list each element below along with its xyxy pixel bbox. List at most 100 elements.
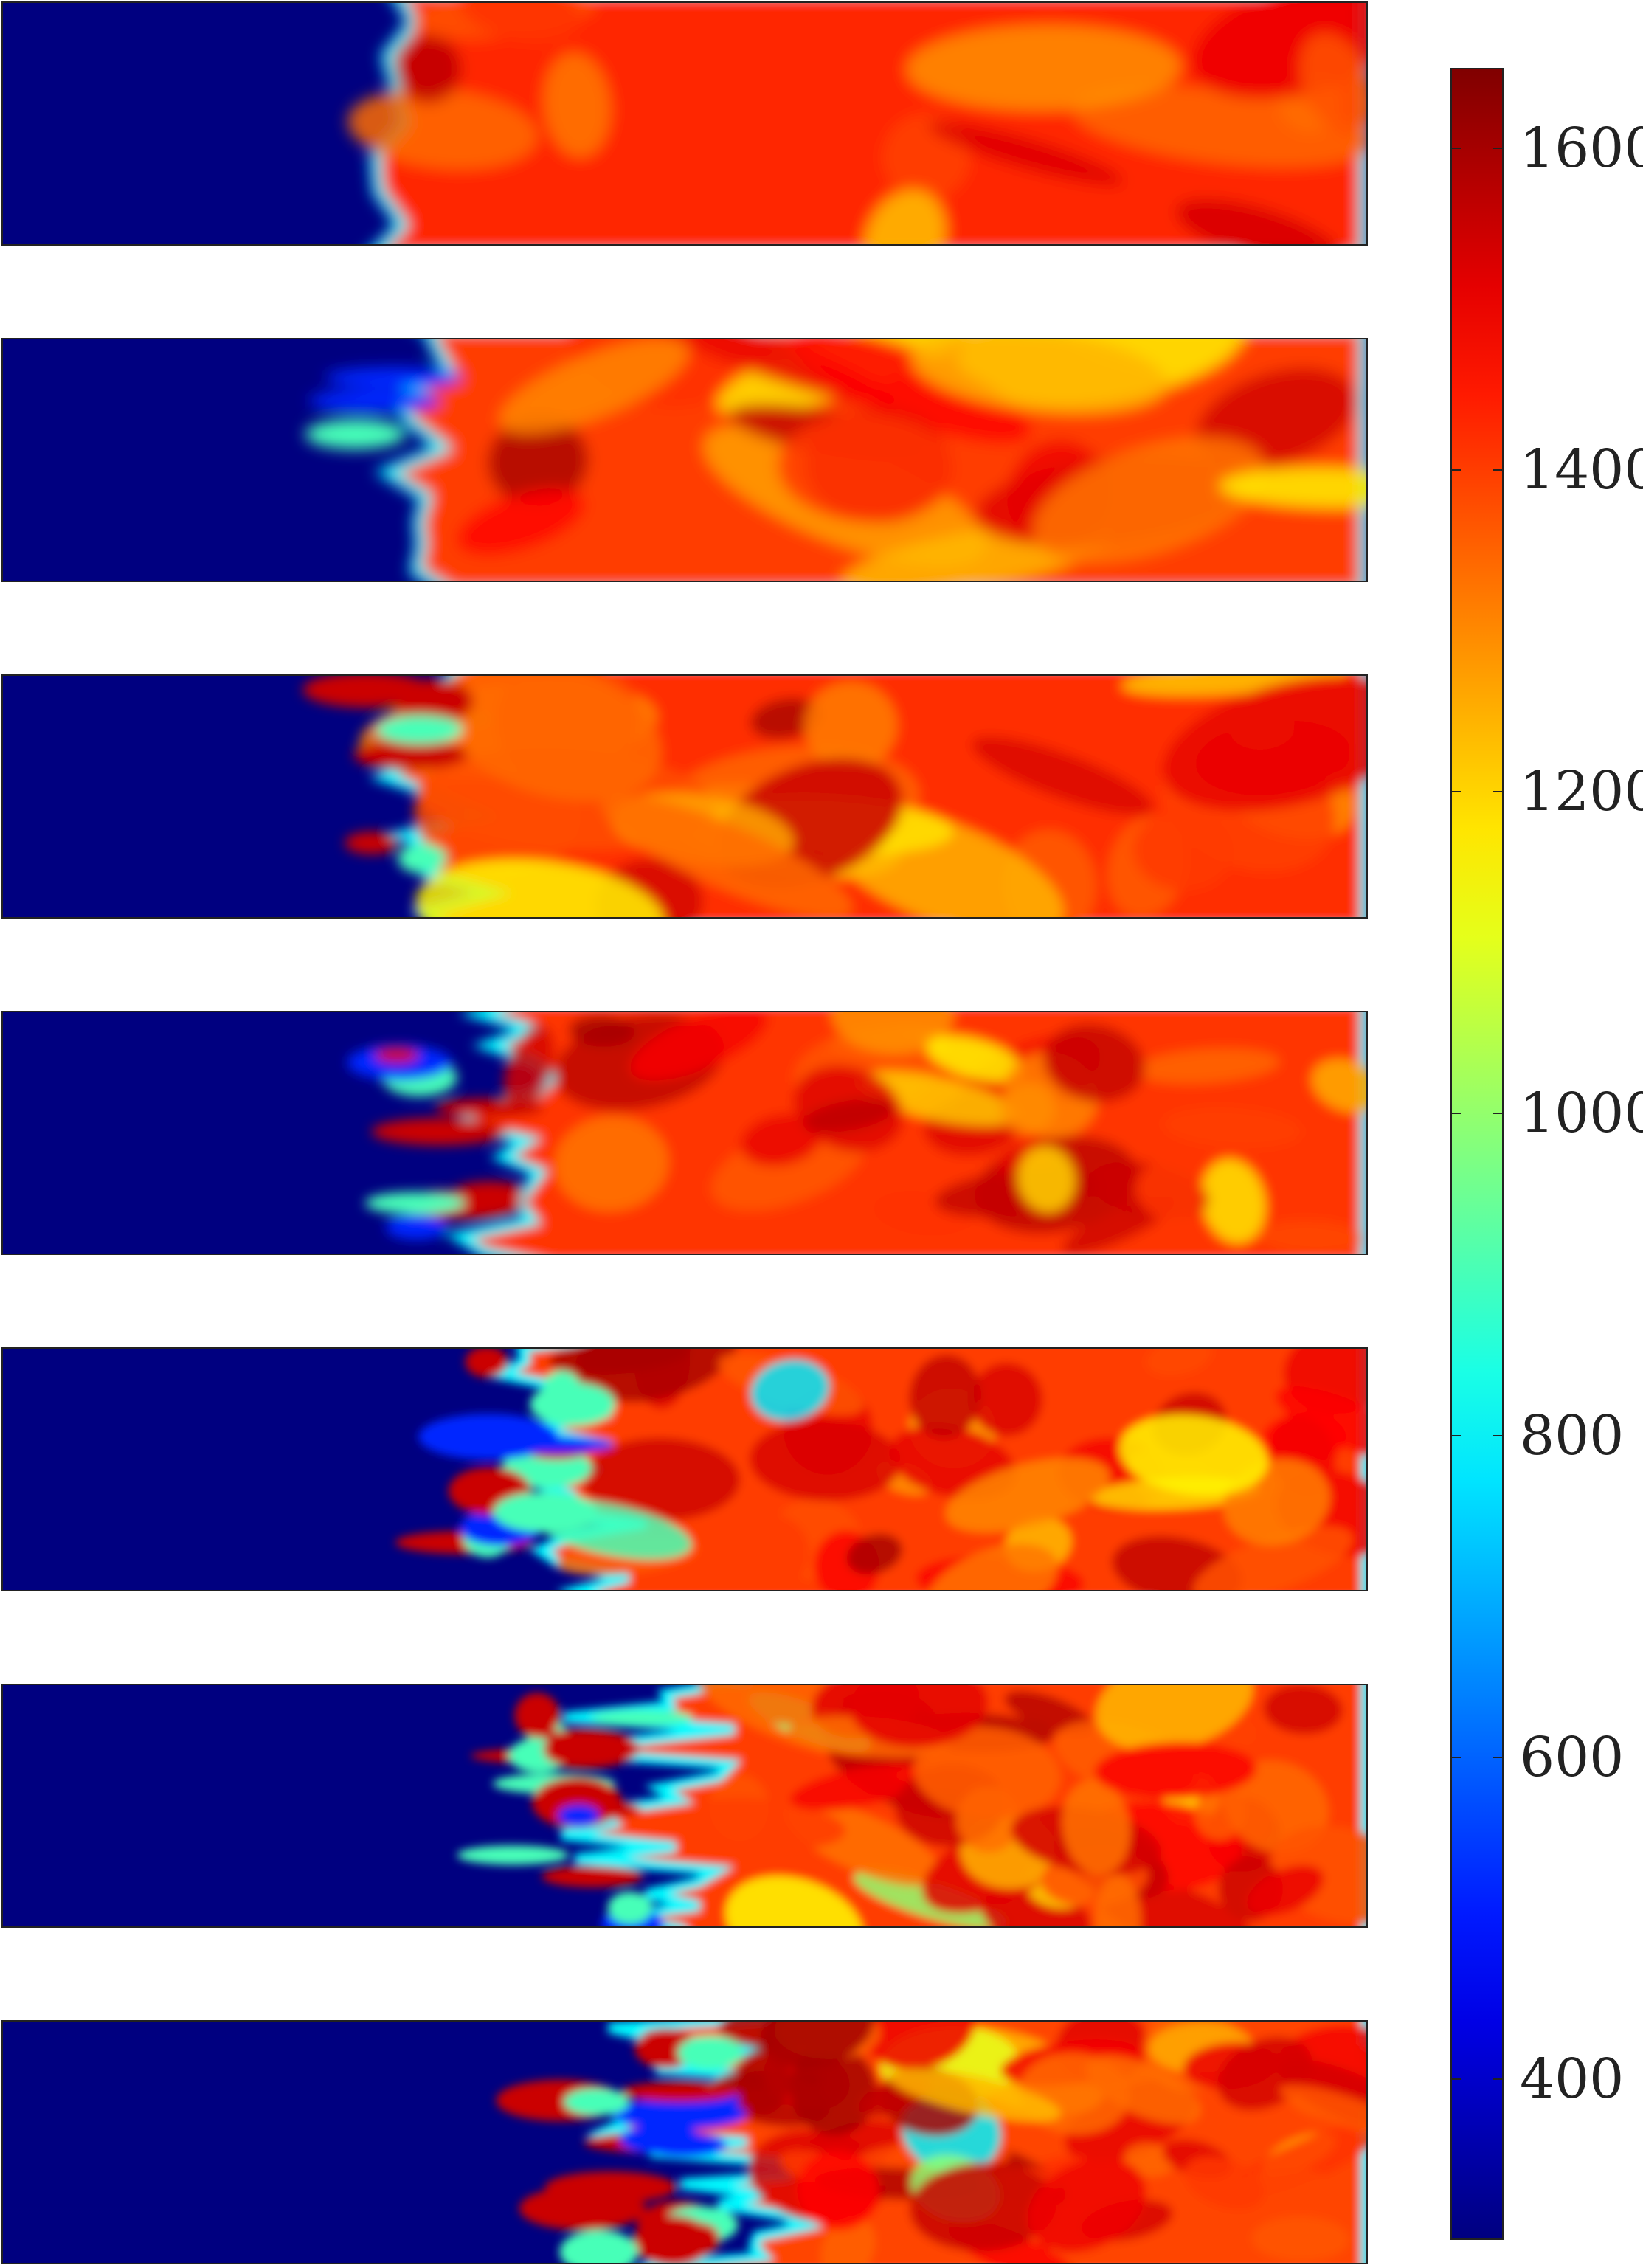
flame-finger bbox=[491, 1436, 614, 1453]
temperature-blob bbox=[857, 1071, 1018, 1127]
contour-field bbox=[3, 1685, 1366, 1926]
temperature-blob bbox=[1201, 1159, 1266, 1243]
contour-field bbox=[3, 1012, 1366, 1254]
flame-finger bbox=[371, 1118, 507, 1146]
flame-finger bbox=[530, 1383, 615, 1426]
temperature-blob bbox=[925, 1543, 1059, 1590]
flame-finger bbox=[418, 1414, 558, 1460]
flame-finger bbox=[591, 1709, 693, 1726]
temperature-blob bbox=[457, 488, 586, 556]
temperature-blob bbox=[970, 1362, 1043, 1436]
temperature-blob bbox=[778, 412, 956, 522]
contour-field bbox=[3, 339, 1366, 581]
flame-finger bbox=[376, 715, 463, 744]
colorbar-tick-label: 1000 bbox=[1520, 1082, 1643, 1146]
temperature-blob bbox=[971, 736, 1154, 816]
temperature-blob bbox=[909, 2162, 1056, 2252]
temperature-blob bbox=[1119, 1414, 1268, 1496]
temperature-blob bbox=[1094, 1874, 1141, 1926]
contour-panel-2 bbox=[1, 338, 1368, 582]
temperature-blob bbox=[926, 1035, 1023, 1082]
temperature-blob bbox=[1043, 1023, 1145, 1102]
temperature-blob bbox=[750, 698, 821, 739]
flame-finger bbox=[621, 2081, 739, 2102]
flame-finger bbox=[394, 679, 474, 724]
colorbar-tick-label: 1400 bbox=[1520, 438, 1643, 502]
contour-panel-6 bbox=[1, 1684, 1368, 1928]
flame-finger bbox=[435, 1098, 544, 1118]
temperature-blob bbox=[907, 25, 1181, 111]
colorbar-tick-label: 400 bbox=[1520, 2047, 1625, 2111]
flame-finger bbox=[633, 2215, 713, 2263]
temperature-blob bbox=[581, 1437, 741, 1521]
temperature-blob bbox=[913, 1726, 1061, 1819]
temperature-blob bbox=[831, 1012, 954, 1054]
flame-front bbox=[374, 339, 1366, 581]
temperature-blob bbox=[1184, 2156, 1265, 2210]
temperature-blob bbox=[549, 1349, 691, 1375]
temperature-blob bbox=[347, 89, 538, 170]
contour-field bbox=[3, 2022, 1366, 2263]
temperature-blob bbox=[1134, 1048, 1280, 1084]
temperature-blob bbox=[1163, 1107, 1303, 1148]
contour-panel-7 bbox=[1, 2020, 1368, 2264]
flame-finger bbox=[543, 1732, 593, 1766]
temperature-blob bbox=[1220, 468, 1366, 508]
contour-field bbox=[3, 676, 1366, 917]
temperature-blob bbox=[911, 339, 1167, 414]
flame-finger bbox=[557, 1805, 600, 1827]
temperature-blob bbox=[1017, 1146, 1076, 1212]
temperature-blob bbox=[1062, 1780, 1130, 1875]
temperature-blob bbox=[1133, 809, 1234, 891]
temperature-blob bbox=[820, 2216, 876, 2263]
flame-finger bbox=[364, 1192, 466, 1214]
temperature-blob bbox=[1162, 676, 1366, 812]
flame-finger bbox=[493, 1492, 598, 1532]
temperature-blob bbox=[1263, 1685, 1343, 1735]
temperature-blob bbox=[630, 1012, 769, 1081]
flame-finger bbox=[544, 2171, 677, 2204]
temperature-blob bbox=[1311, 1059, 1366, 1113]
temperature-blob bbox=[732, 2049, 791, 2116]
temperature-blob bbox=[1275, 1386, 1366, 1465]
temperature-contours bbox=[496, 2022, 1366, 2263]
temperature-blob bbox=[740, 1113, 822, 1166]
temperature-contours bbox=[302, 676, 1366, 917]
flame-finger bbox=[465, 1349, 508, 1378]
colorbar-tick-label: 1600 bbox=[1520, 117, 1643, 181]
temperature-contours bbox=[395, 1349, 1366, 1590]
temperature-blob bbox=[554, 1116, 669, 1211]
temperature-blob bbox=[488, 416, 589, 506]
temperature-blob bbox=[945, 1458, 1110, 1532]
temperature-blob bbox=[601, 795, 853, 917]
temperature-blob bbox=[1194, 1785, 1246, 1840]
temperature-contours bbox=[347, 1012, 1366, 1254]
flame-finger bbox=[559, 2230, 638, 2263]
flame-finger bbox=[542, 1866, 643, 1887]
temperature-blob bbox=[394, 34, 461, 103]
temperature-blob bbox=[698, 1685, 844, 1725]
temperature-blob bbox=[457, 3, 581, 44]
temperature-blob bbox=[846, 1533, 903, 1574]
temperature-blob bbox=[1027, 2157, 1146, 2253]
temperature-blob bbox=[1258, 1220, 1365, 1254]
flame-finger bbox=[514, 1693, 560, 1738]
temperature-contours bbox=[347, 3, 1366, 244]
temperature-blob bbox=[803, 1099, 895, 1133]
flame-finger bbox=[564, 2088, 630, 2116]
temperature-contours bbox=[305, 339, 1366, 581]
temperature-blob bbox=[1032, 437, 1267, 563]
temperature-blob bbox=[749, 1420, 902, 1501]
temperature-blob bbox=[1135, 1162, 1204, 1223]
temperature-blob bbox=[804, 681, 898, 770]
contour-panel-3 bbox=[1, 674, 1368, 919]
flame-finger bbox=[353, 739, 468, 770]
flame-front bbox=[560, 1685, 1366, 1926]
temperature-blob bbox=[750, 1359, 830, 1422]
flame-finger bbox=[325, 367, 461, 388]
contour-field bbox=[3, 3, 1366, 244]
temperature-blob bbox=[568, 1014, 635, 1047]
temperature-blob bbox=[789, 339, 1031, 444]
temperature-blob bbox=[797, 2150, 879, 2230]
